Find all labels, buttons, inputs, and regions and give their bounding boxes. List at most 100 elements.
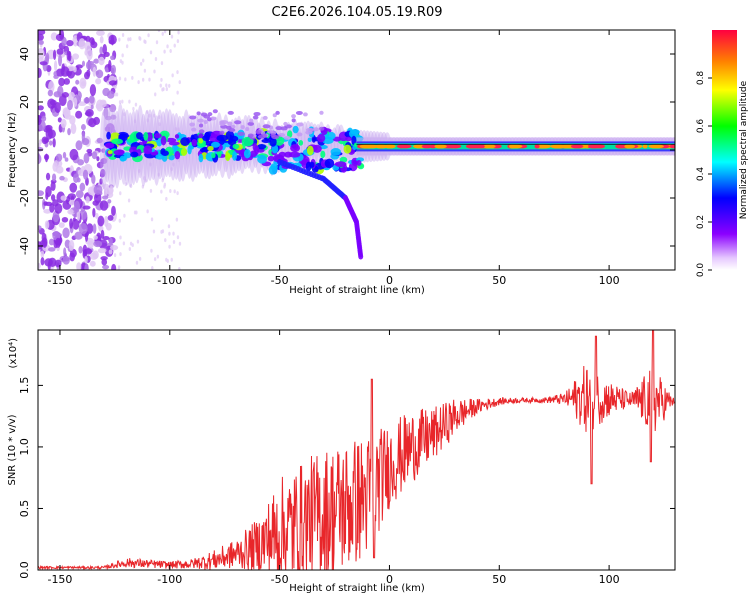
spectrogram-noise-blob bbox=[48, 140, 53, 146]
spectrogram-noise-blob bbox=[44, 220, 50, 230]
colorbar: 0.0 0.2 0.4 0.6 0.8 Normalized spectral ampl… bbox=[696, 30, 749, 277]
spectrogram-noise-blob bbox=[139, 36, 142, 41]
spectrogram-noise-blob bbox=[161, 178, 164, 183]
spectrogram-band-blob bbox=[173, 144, 178, 152]
spectrogram-upper-blob bbox=[252, 115, 259, 120]
spectrogram-noise-blob bbox=[38, 262, 41, 269]
spectrogram-noise-blob bbox=[119, 235, 122, 240]
spectrogram-noise-blob bbox=[170, 167, 173, 172]
spectrogram-noise-blob bbox=[109, 104, 117, 113]
spectrogram-band-blob bbox=[269, 137, 277, 147]
spectrogram-band-blob bbox=[306, 145, 314, 156]
spectrogram-peak-blob bbox=[669, 144, 675, 149]
spectrogram-x-tick-label: 0 bbox=[386, 274, 393, 287]
spectrogram-noise-blob bbox=[38, 33, 44, 41]
spectrogram-noise-blob bbox=[50, 181, 56, 192]
spectrogram-band-blob bbox=[202, 135, 209, 141]
spectrogram-noise-blob bbox=[54, 203, 63, 214]
spectrogram-noise-blob bbox=[52, 49, 57, 60]
spectrogram-noise-blob bbox=[55, 237, 61, 249]
spectrogram-noise-blob bbox=[164, 238, 167, 243]
spectrogram-noise-blob bbox=[168, 244, 171, 249]
spectrogram-noise-blob bbox=[121, 53, 124, 58]
spectrogram-noise-blob bbox=[105, 222, 112, 231]
spectrogram-noise-blob bbox=[63, 78, 70, 85]
spectrogram-noise-blob bbox=[128, 247, 132, 252]
spectrogram-noise-blob bbox=[66, 50, 71, 61]
spectrogram-peak-blob bbox=[434, 144, 447, 149]
spectrogram-noise-blob bbox=[151, 265, 154, 270]
spectrogram-noise-blob bbox=[111, 205, 116, 216]
spectrogram-upper-blob bbox=[197, 118, 204, 123]
spectrogram-band-blob bbox=[257, 144, 267, 150]
spectrogram-noise-blob bbox=[47, 98, 56, 109]
spectrogram-noise-blob bbox=[99, 100, 107, 108]
spectrogram-noise-blob bbox=[95, 78, 102, 85]
spectrogram-x-tick-label: -50 bbox=[271, 274, 289, 287]
spectrogram-branch-blob bbox=[358, 253, 364, 260]
spectrogram-noise-blob bbox=[38, 47, 43, 53]
spectrogram-noise-blob bbox=[168, 83, 171, 88]
spectrogram-band-blob bbox=[113, 149, 125, 156]
spectrogram-noise-blob bbox=[108, 39, 115, 45]
spectrogram-band-blob bbox=[106, 131, 111, 140]
spectrogram-upper-blob bbox=[203, 120, 208, 125]
snr-y-tick-label: 0.5 bbox=[18, 500, 31, 518]
spectrogram-noise-blob bbox=[66, 39, 74, 47]
spectrogram-noise-blob bbox=[176, 70, 179, 75]
spectrogram-x-axis-label: Height of straight line (km) bbox=[289, 285, 425, 296]
spectrogram-upper-blob bbox=[245, 126, 250, 131]
spectrogram-noise-blob bbox=[173, 43, 176, 48]
spectrogram-noise-blob bbox=[159, 83, 162, 88]
spectrogram-band-blob bbox=[198, 153, 204, 163]
spectrogram-upper-blob bbox=[247, 133, 254, 138]
spectrogram-x-tick-label: 100 bbox=[599, 274, 620, 287]
spectrogram-noise-blob bbox=[177, 127, 180, 132]
spectrogram-band-blob bbox=[309, 161, 315, 168]
spectrogram-noise-blob bbox=[38, 153, 42, 165]
spectrogram-band-blob bbox=[320, 150, 326, 159]
snr-y-tick-label: 1.0 bbox=[18, 438, 31, 456]
spectrogram-band-blob bbox=[174, 150, 181, 160]
spectrogram-peak-blob bbox=[421, 144, 433, 149]
spectrogram-peak-blob bbox=[624, 144, 634, 149]
spectrogram-noise-blob bbox=[87, 240, 94, 249]
spectrogram-noise-blob bbox=[178, 80, 181, 85]
spectrogram-upper-blob bbox=[219, 121, 226, 126]
spectrogram-noise-blob bbox=[54, 259, 62, 268]
spectrogram-upper-blob bbox=[212, 109, 218, 114]
spectrogram-noise-blob bbox=[119, 191, 122, 196]
spectrogram-upper-blob bbox=[262, 115, 268, 120]
spectrogram-noise-blob bbox=[93, 58, 100, 64]
spectrogram-upper-blob bbox=[319, 126, 325, 131]
spectrogram-band-blob bbox=[187, 145, 192, 155]
spectrogram-noise-blob bbox=[92, 223, 97, 234]
spectrogram-noise-blob bbox=[104, 186, 108, 199]
spectrogram-noise-blob bbox=[45, 192, 49, 200]
spectrogram-noise-blob bbox=[78, 38, 86, 50]
spectrogram-noise-blob bbox=[95, 70, 99, 75]
spectrogram-peak-blob bbox=[482, 144, 496, 149]
spectrogram-noise-blob bbox=[89, 84, 97, 97]
spectrogram-noise-blob bbox=[100, 229, 105, 240]
spectrogram-noise-blob bbox=[114, 92, 117, 97]
spectrogram-peak-blob bbox=[616, 144, 626, 149]
spectrogram-noise-blob bbox=[163, 49, 166, 54]
spectrogram-noise-blob bbox=[118, 218, 122, 223]
spectrogram-band-blob bbox=[261, 138, 271, 144]
spectrogram-noise-blob bbox=[133, 210, 137, 215]
spectrogram-noise-blob bbox=[118, 37, 121, 42]
spectrogram-noise-blob bbox=[160, 61, 164, 66]
spectrogram-noise-blob bbox=[143, 68, 147, 73]
spectrogram-noise-blob bbox=[69, 148, 79, 161]
spectrogram-peak-blob bbox=[508, 144, 516, 149]
spectrogram-upper-blob bbox=[262, 133, 267, 138]
spectrogram-noise-blob bbox=[97, 215, 105, 227]
spectrogram-noise-blob bbox=[50, 32, 58, 41]
spectrogram-upper-blob bbox=[203, 114, 211, 119]
spectrogram-y-tick-label: 20 bbox=[18, 95, 31, 109]
spectrogram-noise-blob bbox=[85, 60, 92, 70]
spectrogram-noise-blob bbox=[75, 110, 83, 119]
spectrogram-noise-blob bbox=[146, 118, 149, 123]
spectrogram-upper-blob bbox=[198, 129, 205, 134]
